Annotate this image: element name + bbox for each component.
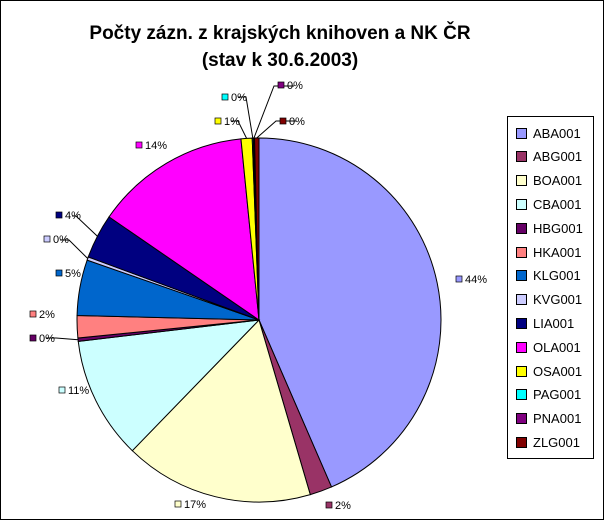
legend-item-aba001: ABA001 [516, 125, 581, 141]
legend-swatch [516, 175, 527, 187]
chart-legend: ABA001 ABG001 BOA001 CBA001 HBG001 HKA001 KLG0… [507, 116, 594, 459]
legend-label: HKA001 [533, 244, 582, 260]
legend-item-abg001: ABG001 [516, 149, 582, 165]
legend-swatch [516, 127, 527, 139]
legend-swatch [516, 436, 527, 448]
legend-item-klg001: KLG001 [516, 268, 581, 284]
chart-title: Počty zázn. z krajských knihoven a NK ČR [89, 23, 471, 44]
legend-swatch [516, 317, 527, 329]
data-label-hbg001: 0% [39, 333, 55, 345]
legend-item-hbg001: HBG001 [516, 220, 583, 236]
leader-line-kvg001 [60, 239, 89, 259]
data-label-zlg001: 0% [289, 116, 305, 128]
chart-subtitle: (stav k 30.6.2003) [201, 50, 359, 71]
data-label-kvg001: 0% [53, 234, 69, 246]
data-label-klg001: 5% [65, 268, 81, 280]
legend-label: OLA001 [533, 339, 581, 355]
leader-line-lia001 [72, 215, 98, 237]
leader-line-pna001 [253, 85, 294, 139]
legend-item-osa001: OSA001 [516, 363, 582, 379]
legend-label: ABA001 [533, 125, 581, 141]
legend-item-pna001: PNA001 [516, 411, 581, 427]
data-label-boa001: 17% [184, 499, 206, 511]
data-label-hka001: 2% [39, 309, 55, 321]
data-label-swatch [277, 81, 285, 89]
data-label-pna001: 0% [287, 80, 303, 92]
legend-item-boa001: BOA001 [516, 173, 582, 189]
legend-swatch [516, 222, 527, 234]
data-label-osa001: 1% [224, 116, 240, 128]
legend-label: ZLG001 [533, 434, 580, 450]
data-label-swatch [29, 310, 37, 318]
legend-item-hka001: HKA001 [516, 244, 581, 260]
data-label-pag001: 0% [231, 92, 247, 104]
data-label-abg001: 2% [335, 500, 351, 512]
data-label-ola001: 14% [145, 140, 167, 152]
data-label-swatch [29, 334, 37, 342]
legend-label: CBA001 [533, 196, 582, 212]
legend-label: LIA001 [533, 315, 575, 331]
leader-line-zlg001 [256, 120, 296, 139]
legend-label: ABG001 [533, 149, 583, 165]
chart-title-block: Počty zázn. z krajských knihoven a NK ČR… [0, 20, 560, 74]
legend-swatch [516, 198, 527, 210]
pie-slice-cba001 [77, 319, 261, 452]
legend-swatch [516, 413, 527, 425]
data-label-lia001: 4% [65, 210, 81, 222]
legend-item-pag001: PAG001 [516, 387, 581, 403]
data-label-swatch [55, 211, 63, 219]
legend-item-kvg001: KVG001 [516, 292, 582, 308]
data-label-swatch [214, 117, 222, 125]
data-label-swatch [43, 235, 51, 243]
legend-label: BOA001 [533, 173, 583, 189]
legend-swatch [516, 389, 527, 401]
data-label-cba001: 11% [68, 385, 89, 397]
legend-item-ola001: OLA001 [516, 339, 581, 355]
data-label-swatch [135, 141, 143, 149]
leader-line-pag001 [238, 96, 254, 139]
data-label-swatch [174, 500, 182, 508]
pie-slice-ola001 [108, 138, 260, 322]
leader-line-hbg001 [46, 337, 79, 341]
legend-swatch [516, 246, 527, 258]
data-label-aba001: 44% [465, 274, 487, 286]
data-label-swatch [58, 386, 66, 394]
legend-item-cba001: CBA001 [516, 196, 581, 212]
leader-line-osa001 [231, 120, 248, 139]
legend-item-zlg001: ZLG001 [516, 434, 580, 450]
pie-slice-boa001 [131, 319, 311, 503]
data-label-swatch [55, 269, 63, 277]
legend-label: OSA001 [533, 363, 583, 379]
legend-swatch [516, 151, 527, 163]
legend-swatch [516, 270, 527, 282]
data-label-swatch [455, 275, 463, 283]
pie-slice-aba001 [258, 137, 442, 488]
data-label-swatch [221, 93, 229, 101]
legend-swatch [516, 341, 527, 353]
legend-label: KLG001 [533, 268, 581, 284]
legend-swatch [516, 365, 527, 377]
legend-swatch [516, 294, 527, 306]
legend-label: KVG001 [533, 292, 583, 308]
legend-label: HBG001 [533, 220, 583, 236]
legend-label: PAG001 [533, 387, 582, 403]
legend-item-lia001: LIA001 [516, 315, 574, 331]
data-label-swatch [325, 501, 333, 509]
legend-label: PNA001 [533, 411, 582, 427]
data-label-swatch [279, 117, 287, 125]
